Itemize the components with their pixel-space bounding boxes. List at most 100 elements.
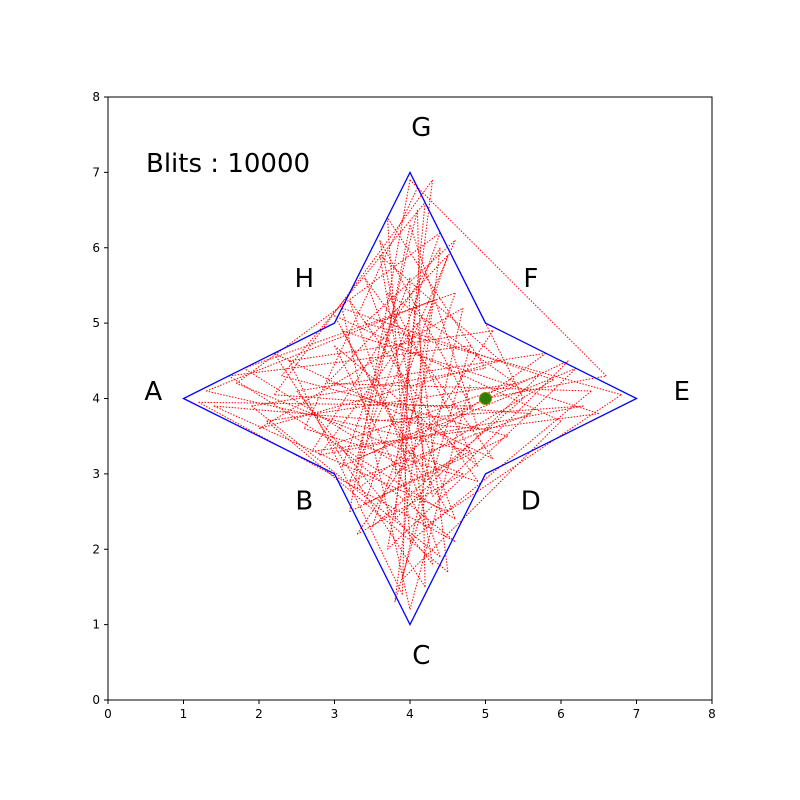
trajectory-segment [371,292,456,527]
trajectory-segment [379,239,471,407]
trajectory-segment [341,360,569,467]
trajectory-segment [356,367,577,460]
x-tick-label: 7 [633,707,641,721]
trajectory-segment [402,420,562,580]
blits-annotation: Blits : 10000 [146,149,310,179]
x-tick-label: 0 [104,707,112,721]
trajectory-segment [341,277,411,467]
x-tick-label: 8 [708,707,716,721]
x-tick-label: 2 [255,707,263,721]
trajectory-segment [409,179,607,377]
vertex-label-h: H [295,264,315,294]
y-tick-label: 3 [92,467,100,481]
trajectory-segment [251,405,441,558]
y-tick-label: 4 [92,392,100,406]
y-tick-label: 7 [92,165,100,179]
y-tick-label: 6 [92,241,100,255]
trajectory-segment [326,382,592,392]
trajectory-segment [394,375,539,520]
trajectory-segment [236,232,441,384]
trajectory-segment [273,353,426,588]
trajectory-segment [371,398,524,527]
trajectory-segment [349,239,456,482]
trajectory-segment [432,360,569,497]
trajectory-segment [341,307,554,381]
x-axis: 0 1 2 3 4 5 6 7 8 [104,700,716,721]
vertex-label-b: B [295,486,313,516]
vertex-label-c: C [412,641,430,671]
trajectory-segment [266,420,449,573]
trajectory-segment [318,322,418,456]
trajectory-segment [394,179,434,474]
trajectory-segment [341,330,449,512]
trajectory-segment [334,345,426,527]
y-tick-label: 5 [92,316,100,330]
trajectory-segment [386,300,434,550]
trajectory-segment [379,255,434,565]
y-tick-label: 8 [92,90,100,104]
vertex-labels: A B C D E F G H [144,113,690,671]
y-tick-label: 1 [92,618,100,632]
vertex-label-a: A [144,377,162,407]
trajectory-segment [349,300,479,482]
trajectory-segment [364,277,494,460]
trajectory-segment [198,401,471,407]
trajectory-segment [401,307,464,580]
x-tick-label: 1 [180,707,188,721]
trajectory-segment [303,187,418,429]
x-tick-label: 3 [331,707,339,721]
trajectory-segment [356,473,464,535]
marker-layer [479,392,492,405]
trajectory-segment [304,428,479,482]
trajectory-segment [341,307,411,610]
vertex-label-d: D [521,486,541,516]
vertex-label-g: G [411,113,431,143]
trajectory-segment [387,292,516,384]
trajectory-segment [281,375,509,437]
trajectory-segment [349,179,411,512]
trajectory-segment [289,330,494,362]
trajectory-segment [258,307,464,430]
trajectory-segment [409,383,471,610]
vertex-label-f: F [523,264,538,294]
boundary-polygon [182,170,638,627]
trajectory-segment [198,401,456,543]
trajectory-segment [243,292,456,369]
x-tick-label: 4 [406,707,414,721]
trajectory-segment [394,379,554,475]
trajectory-segment [334,315,426,482]
trajectory-segment [394,202,426,520]
trajectory-segment [213,405,479,430]
trajectory-segment [251,367,486,407]
trajectory-segment [386,292,479,467]
trajectory-segment [424,394,622,528]
trajectory-segment [364,435,509,505]
trajectory-segment [243,367,426,482]
trajectory-segment [394,345,471,603]
trajectory-segment [394,247,441,603]
vertex-label-e: E [674,377,690,407]
trajectory-segment [364,277,456,520]
trajectory-segment [334,315,562,422]
y-tick-label: 2 [92,542,100,556]
trajectory-segment [228,375,456,520]
x-tick-label: 6 [557,707,565,721]
y-axis: 0 1 2 3 4 5 6 7 8 [92,90,108,707]
trajectory [198,179,622,610]
plot-area [108,97,712,700]
trajectory-segment [273,179,434,395]
trajectory-segment [288,360,403,595]
x-tick-label: 5 [482,707,490,721]
trajectory-segment [334,443,456,543]
position-marker [479,392,492,405]
trajectory-segment [372,405,584,422]
trajectory-segment [326,254,449,384]
trajectory-segment [386,217,411,542]
trajectory-segment [311,247,441,452]
y-tick-label: 0 [92,693,100,707]
trajectory-segment [485,375,607,399]
trajectory-segment [364,239,456,324]
trajectory-segment [274,394,531,415]
boundary [182,170,638,627]
